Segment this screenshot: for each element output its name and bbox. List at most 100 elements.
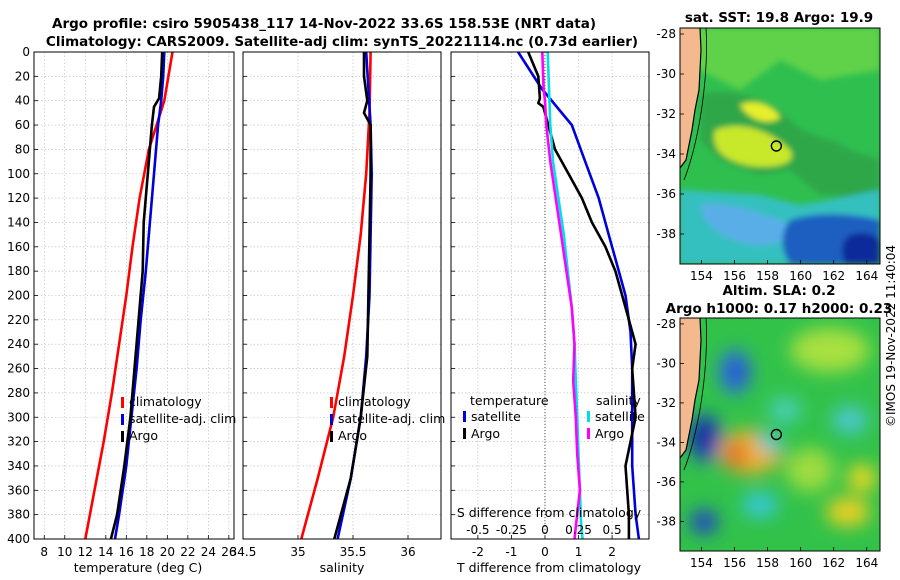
series-line-satellite-adj-clim	[113, 51, 166, 540]
xtick-label: 8	[40, 545, 48, 559]
xtick-label: 36	[400, 545, 415, 559]
legend-label-satellite-adj: satellite-adj. clim	[129, 411, 236, 426]
sla-yellowgreen-mid	[786, 448, 834, 492]
xtick-label: 18	[139, 545, 154, 559]
sla-map-title-line1: Altim. SLA: 0.2	[722, 283, 835, 299]
temperature-difference-xlabel: T difference from climatology	[456, 560, 642, 575]
sst-coldest	[842, 233, 880, 264]
temperature-xticks: 8 10 12 14 16 18 20 22 24 26	[40, 545, 236, 559]
ytick-label: 400	[7, 532, 30, 546]
map-xtick-label: 160	[789, 556, 812, 570]
sla-yellowgreen-north	[790, 328, 870, 372]
sla-cyan-south	[742, 493, 778, 517]
map-ytick-label: -34	[656, 147, 676, 161]
xtick-label: 16	[119, 545, 134, 559]
sal-diff-xtick-label: 0	[541, 523, 549, 537]
figure-title-line1: Argo profile: csiro 5905438_117 14-Nov-2…	[52, 16, 596, 32]
map-ytick-label: -32	[656, 396, 676, 410]
xtick-label: 35.5	[340, 545, 367, 559]
map-ytick-label: -36	[656, 187, 676, 201]
xtick-label: 24	[201, 545, 216, 559]
map-xtick-label: 156	[723, 556, 746, 570]
sla-yellow-east	[848, 464, 876, 492]
ytick-label: 220	[7, 313, 30, 327]
ytick-label: 200	[7, 289, 30, 303]
ytick-label: 60	[15, 118, 30, 132]
difference-legend-temperature: temperature satellite Argo	[463, 393, 549, 441]
legend-label-argo: Argo	[129, 428, 158, 443]
map-ytick-label: -34	[656, 435, 676, 449]
series-line-argo	[109, 51, 164, 540]
map-xtick-label: 162	[822, 269, 845, 283]
map-xtick-label: 164	[855, 556, 878, 570]
temperature-xlabel: temperature (deg C)	[74, 560, 203, 575]
xtick-label: 20	[160, 545, 175, 559]
map-ytick-label: -28	[656, 27, 676, 41]
ytick-label: 180	[7, 264, 30, 278]
series-line-climatology	[84, 51, 174, 540]
sal-diff-xtick-label: 0.5	[603, 523, 622, 537]
sla-high-core	[727, 441, 745, 469]
difference-panel: -2 -1 0 1 2 -0.5 -0.25 0 0.25 0.5 S difference f…	[450, 51, 650, 575]
sal-diff-xtick-label: -0.5	[466, 523, 489, 537]
difference-legend-salinity: salinity satellite Argo	[587, 393, 645, 441]
ytick-label: 100	[7, 167, 30, 181]
temperature-yticks: 0 20 40 60 80 100 120 140 160 180 200 220 240 260 280 3…	[7, 45, 30, 546]
sst-argo-location-marker	[770, 140, 783, 152]
ytick-label: 260	[7, 362, 30, 376]
map-ytick-label: -28	[656, 317, 676, 331]
legend-label-temp-argo: Argo	[471, 426, 500, 441]
xtick-label: 14	[98, 545, 113, 559]
legend-swatch-sal-argo	[587, 428, 590, 439]
map-ytick-label: -30	[656, 356, 676, 370]
sla-map-title-line2: Argo h1000: 0.17 h2000: 0.23	[666, 301, 893, 317]
sla-map-panel: Altim. SLA: 0.2 Argo h1000: 0.17 h2000: …	[656, 283, 892, 570]
sal-diff-xtick-label: 0.25	[565, 523, 592, 537]
temperature-grid	[34, 51, 234, 540]
ytick-label: 280	[7, 386, 30, 400]
map-xtick-label: 154	[690, 269, 713, 283]
xtick-label: -2	[472, 545, 484, 559]
ytick-label: 120	[7, 191, 30, 205]
sla-yellow-south	[826, 498, 870, 526]
xtick-label: 1	[575, 545, 583, 559]
sst-field	[680, 28, 880, 264]
temperature-panel: 8 10 12 14 16 18 20 22 24 26 0 20 40 60 80 100 120 140 16…	[7, 45, 236, 575]
salinity-xlabel: salinity	[320, 560, 365, 575]
sla-heatmap	[680, 318, 880, 551]
sst-warm-eddy	[714, 126, 792, 167]
ytick-label: 140	[7, 215, 30, 229]
legend-label-satellite-adj: satellite-adj. clim	[338, 411, 445, 426]
sst-map-ticks: 154 156 158 160 162 164 -28 -30 -32 -34 -36 -38	[656, 27, 878, 283]
salinity-difference-xticks: -0.5 -0.25 0 0.25 0.5	[466, 523, 621, 537]
ytick-label: 380	[7, 508, 30, 522]
series-line-argo	[333, 52, 372, 540]
legend-swatch-argo	[330, 431, 333, 442]
salinity-panel: 34.5 35 35.5 36 salinity climatology satell…	[230, 51, 445, 575]
legend-label-sal-satellite: satellite	[595, 409, 645, 424]
ytick-label: 40	[15, 94, 30, 108]
temperature-legend: climatology satellite-adj. clim Argo	[121, 394, 236, 443]
difference-grid	[451, 51, 649, 540]
map-xtick-label: 162	[822, 556, 845, 570]
legend-swatch-temp-satellite	[463, 411, 466, 422]
sla-argo-location-marker	[770, 428, 783, 441]
figure-title-line2: Climatology: CARS2009. Satellite-adj cli…	[46, 34, 638, 50]
salinity-difference-xlabel: S difference from climatology	[457, 505, 642, 520]
sst-coastline	[680, 28, 702, 169]
sla-low-eddy-south	[690, 510, 718, 534]
legend-label-sal-argo: Argo	[595, 426, 624, 441]
xtick-label: 10	[57, 545, 72, 559]
legend-title-salinity: salinity	[596, 393, 641, 408]
legend-label-climatology: climatology	[129, 394, 202, 409]
sst-map-panel: sat. SST: 19.8 Argo: 19.9 154 156 158 160 16…	[656, 10, 881, 283]
legend-swatch-satellite-adj	[330, 414, 333, 425]
sla-low-core-north	[731, 362, 745, 382]
sst-heatmap	[680, 28, 880, 264]
xtick-label: 12	[78, 545, 93, 559]
sla-map-frame	[679, 317, 881, 552]
legend-swatch-climatology	[121, 397, 124, 408]
legend-swatch-sal-satellite	[587, 411, 590, 422]
sst-map-title: sat. SST: 19.8 Argo: 19.9	[685, 10, 873, 26]
